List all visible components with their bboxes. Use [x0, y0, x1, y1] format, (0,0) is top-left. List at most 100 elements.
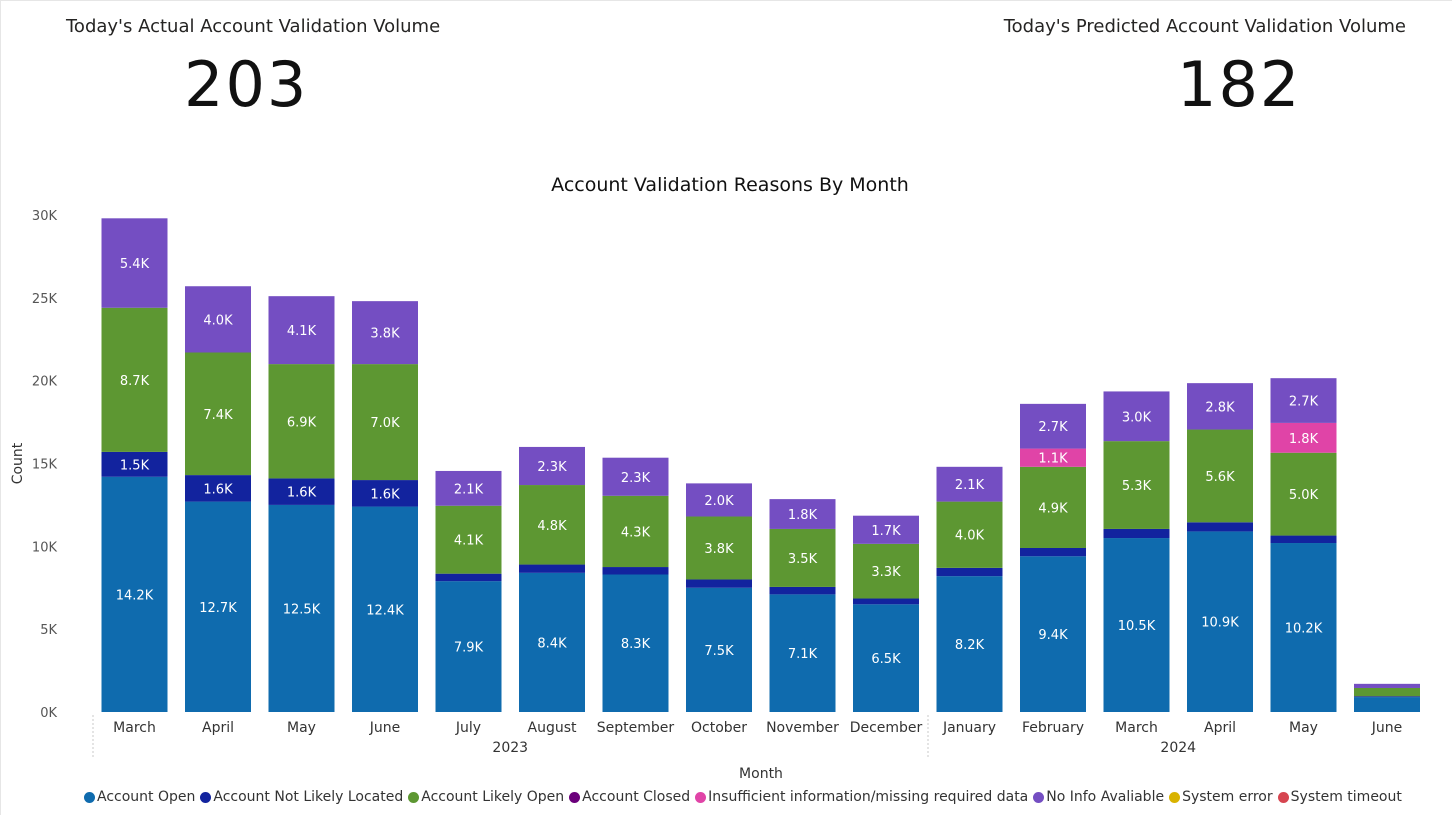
bar-segment	[1354, 683, 1420, 688]
bar-segment	[435, 505, 502, 574]
actual-volume-value: 203	[184, 48, 309, 121]
stacked-bar-chart[interactable]: Count 0K 5K 10K 15K 20K 25K 30K 14.2K 1.5K 8.7K 5.4…	[0, 195, 1453, 785]
bar-segment	[602, 574, 669, 712]
bar-segment	[1020, 466, 1086, 548]
x-tick-label: July	[455, 720, 481, 736]
data-label: 3.8K	[370, 327, 400, 342]
bar-segment	[101, 476, 168, 712]
bar-segment	[769, 499, 836, 529]
bar-segment	[686, 516, 752, 580]
x-axis-title: Month	[739, 766, 783, 782]
bar-segment	[853, 515, 919, 544]
x-tick-label: May	[1289, 720, 1318, 736]
data-label: 1.6K	[203, 482, 233, 497]
bar-segment	[1270, 422, 1337, 453]
bar-segment	[101, 218, 168, 308]
predicted-volume-title: Today's Predicted Account Validation Vol…	[1003, 16, 1406, 37]
bar-segment	[853, 598, 919, 605]
data-label: 12.7K	[199, 601, 237, 616]
y-tick-label: 10K	[32, 540, 58, 555]
chart-title: Account Validation Reasons By Month	[551, 174, 909, 196]
legend-item[interactable]: Account Not Likely Located	[200, 789, 403, 805]
data-label: 7.5K	[704, 644, 734, 659]
data-label: 2.7K	[1038, 420, 1068, 435]
data-label: 12.5K	[283, 602, 321, 617]
legend-item[interactable]: Account Likely Open	[408, 789, 564, 805]
legend-label: Insufficient information/missing require…	[708, 789, 1029, 805]
bar-segment	[435, 573, 502, 582]
data-label: 1.5K	[120, 458, 150, 473]
x-tick-label: April	[1204, 720, 1236, 736]
bar-segment	[519, 446, 585, 486]
legend-label: System timeout	[1290, 789, 1402, 805]
data-label: 10.2K	[1285, 622, 1323, 637]
data-label: 5.6K	[1205, 470, 1235, 485]
data-label: 4.8K	[537, 519, 567, 534]
bar-segment	[268, 296, 335, 365]
data-label: 10.5K	[1118, 619, 1156, 634]
legend-marker	[200, 791, 212, 803]
data-label: 7.1K	[788, 647, 818, 662]
predicted-volume-value: 182	[1177, 48, 1302, 121]
legend-item[interactable]: No Info Avaliable	[1033, 789, 1164, 805]
legend-item[interactable]: Account Open	[84, 789, 195, 805]
bar-segment	[602, 567, 669, 575]
x-group-label: 2024	[1160, 740, 1196, 756]
data-label: 4.9K	[1038, 501, 1068, 516]
data-label: 10.9K	[1201, 616, 1239, 631]
data-label: 7.0K	[370, 416, 400, 431]
bar-segment	[519, 572, 585, 712]
legend-item[interactable]: System timeout	[1277, 789, 1402, 805]
data-label: 4.0K	[203, 313, 233, 328]
x-group-label: 2023	[492, 740, 528, 756]
legend-label: Account Closed	[582, 789, 691, 805]
bar-segment	[1187, 429, 1253, 523]
bar-segment	[936, 567, 1003, 577]
bar-segment	[1270, 535, 1337, 544]
data-label: 8.3K	[621, 637, 651, 652]
bar-segment	[268, 504, 335, 712]
bar-segment	[1270, 543, 1337, 712]
bar-segment	[1020, 403, 1086, 449]
bar-segment	[352, 480, 418, 507]
data-label: 5.3K	[1122, 479, 1152, 494]
bar-segment	[936, 576, 1003, 712]
bar-segment	[519, 564, 585, 573]
bar-segment	[1270, 378, 1337, 423]
data-label: 9.4K	[1038, 628, 1068, 643]
data-label: 3.5K	[788, 552, 818, 567]
bar-segment	[1103, 391, 1170, 442]
bar-segment	[101, 451, 168, 477]
bar-segment	[769, 528, 836, 587]
legend-item[interactable]: System error	[1169, 789, 1273, 805]
legend-item[interactable]: Insufficient information/missing require…	[695, 789, 1028, 805]
data-label: 2.8K	[1205, 400, 1235, 415]
x-tick-label: May	[287, 720, 316, 736]
bar-segment	[1354, 696, 1420, 698]
data-label: 1.1K	[1038, 452, 1068, 467]
data-label: 14.2K	[116, 588, 154, 603]
y-tick-label: 25K	[32, 292, 58, 307]
bar-segment	[769, 586, 836, 595]
x-tick-label: April	[202, 720, 234, 736]
bar-segment	[352, 364, 418, 481]
x-tick-label: September	[597, 720, 675, 736]
y-axis-title: Count	[10, 442, 26, 484]
data-label: 4.0K	[955, 529, 985, 544]
x-tick-label: February	[1022, 720, 1084, 736]
bar-segment	[1354, 687, 1420, 697]
x-tick-label: August	[528, 720, 578, 736]
data-label: 1.8K	[788, 508, 818, 523]
bar-segment	[268, 364, 335, 479]
x-tick-label: June	[1371, 720, 1403, 736]
bar-segment	[686, 587, 752, 712]
bar-segment	[1187, 522, 1253, 532]
data-label: 8.4K	[537, 636, 567, 651]
legend-item[interactable]: Account Closed	[569, 789, 690, 805]
data-label: 12.4K	[366, 603, 404, 618]
x-tick-label: June	[369, 720, 401, 736]
y-tick-label: 20K	[32, 375, 58, 390]
bar-segment	[936, 466, 1003, 502]
legend-marker	[695, 791, 707, 803]
bar-segment	[769, 594, 836, 712]
